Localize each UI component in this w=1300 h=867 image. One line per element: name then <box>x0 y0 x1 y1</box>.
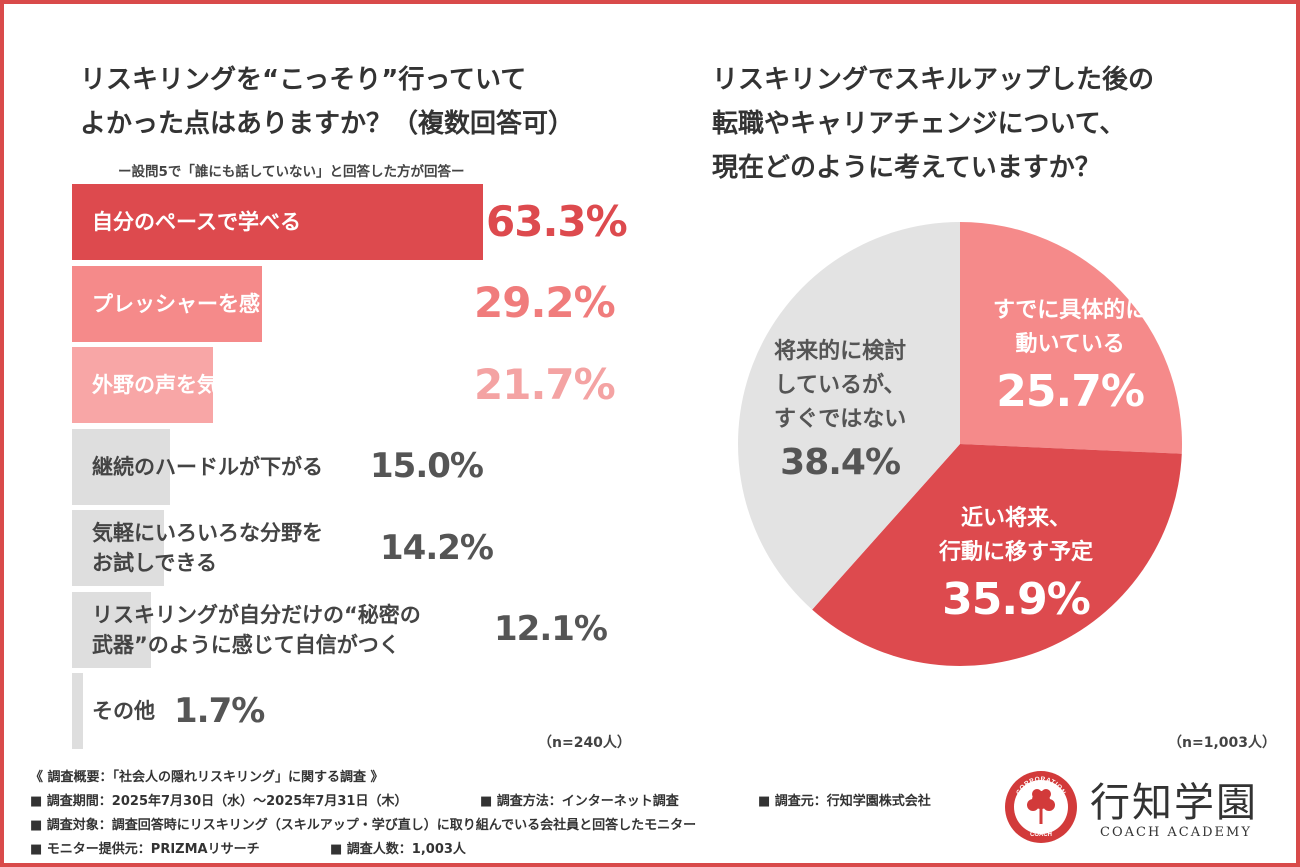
left-question-subtitle: ー設問5で「誰にも話していない」と回答した方が回答ー <box>118 164 465 180</box>
company-logo-emblem: CORPORATION COACH <box>1005 771 1077 843</box>
pie-slice-label-line: 近い将来、 <box>961 506 1072 531</box>
pie-slice-label-line: すでに具体的に <box>993 298 1148 323</box>
bar-row: 継続のハードルが下がる 15.0% <box>72 428 632 505</box>
bar-category-label-line: リスキリングが自分だけの“秘密の <box>92 602 421 627</box>
bar-category-label-line: 武器”のように感じて自信がつく <box>92 632 400 657</box>
left-n-note: （n=240人） <box>538 735 631 751</box>
pie-slice-label-line: 行動に移す予定 <box>939 540 1094 565</box>
pie-chart <box>738 222 1182 666</box>
right-title-line-2: 転職やキャリアチェンジについて、 <box>712 109 1126 139</box>
pie-slice-label-line: しているが、 <box>774 373 906 398</box>
bar-value-label: 15.0% <box>370 446 484 487</box>
pie-slice-value: 35.9% <box>942 574 1091 625</box>
pie-slice-label: すでに具体的に 動いている 25.7% <box>993 294 1147 422</box>
pie-slice-label-line: すぐではない <box>774 407 907 432</box>
bar-category-label-line: その他 <box>92 699 155 723</box>
bar-category-label-line: プレッシャーを感じずに学べる <box>92 291 386 316</box>
bar-category-label: 自分のペースで学べる <box>92 207 301 237</box>
footer-target: ■ 調査対象：調査回答時にリスキリング（スキルアップ・学び直し）に取り組んでいる… <box>30 818 697 833</box>
bar-category-label-line: お試しできる <box>92 551 217 575</box>
bar-value-label: 63.3% <box>486 196 628 246</box>
footer-source: ■ 調査元：行知学園株式会社 <box>758 794 931 809</box>
bar-row: その他 1.7% <box>72 673 632 749</box>
pie-slice-value: 25.7% <box>996 366 1145 417</box>
pie-slice-label-line: 将来的に検討 <box>774 339 907 364</box>
bar <box>72 184 484 260</box>
right-n-note: （n=1,003人） <box>1168 735 1276 751</box>
logo-emblem-text-bottom: COACH <box>1030 832 1052 838</box>
pie-slice <box>812 444 1182 666</box>
pie-slice-label: 近い将来、行動に移す予定 35.9% <box>939 502 1093 630</box>
left-title-line-2: よかった点はありますか？（複数回答可） <box>80 109 575 139</box>
bar <box>72 510 165 586</box>
left-title-line-1: リスキリングを“こっそり”行っていて <box>80 65 527 95</box>
footer-method: ■ 調査方法：インターネット調査 <box>480 794 679 809</box>
bar-row: 自分のペースで学べる 63.3% <box>72 184 632 260</box>
bar-category-label: リスキリングが自分だけの“秘密の 武器”のように感じて自信がつく <box>92 600 421 660</box>
company-logo-name: 行知学園 <box>1090 780 1258 826</box>
bar-value-label: 21.7% <box>474 359 616 409</box>
bar-category-label: 外野の声を気にせず集中できる <box>92 370 386 400</box>
footer-period: ■ 調査期間：2025年7月30日（水）～2025年7月31日（木） <box>30 794 408 809</box>
pie-slice-value: 38.4% <box>780 442 901 483</box>
right-question-title: リスキリングでスキルアップした後の 転職やキャリアチェンジについて、 現在どのよ… <box>712 58 1154 190</box>
bar-value-label: 1.7% <box>174 690 265 731</box>
bar-row: 外野の声を気にせず集中できる 21.7% <box>72 347 632 423</box>
pie-slice <box>960 222 1182 454</box>
bar-value-label: 29.2% <box>474 278 616 328</box>
footer-survey-overview: 《 調査概要：「社会人の隠れリスキリング」に関する調査 》 <box>30 770 384 785</box>
bar-category-label: その他 <box>92 696 155 726</box>
bar-row: プレッシャーを感じずに学べる 29.2% <box>72 265 632 342</box>
bar-value-label: 14.2% <box>380 527 494 568</box>
bar-row: 気軽にいろいろな分野を お試しできる 14.2% <box>72 510 632 586</box>
bar <box>72 347 214 423</box>
pie-slice <box>738 222 960 610</box>
pie-slice-label: 将来的に検討 しているが、 すぐではない 38.4% <box>774 335 906 489</box>
right-title-line-3: 現在どのように考えていますか？ <box>712 153 1101 183</box>
company-logo-sub: COACH ACADEMY <box>1100 825 1252 840</box>
footer-count: ■ 調査人数：1,003人 <box>330 842 466 857</box>
left-question-title: リスキリングを“こっそり”行っていて よかった点はありますか？（複数回答可） <box>80 58 574 146</box>
bar-category-label-line: 気軽にいろいろな分野を <box>92 521 323 545</box>
bar-row: リスキリングが自分だけの“秘密の 武器”のように感じて自信がつく 12.1% <box>72 591 632 668</box>
bar-category-label-line: 継続のハードルが下がる <box>92 454 323 479</box>
bar-value-label: 12.1% <box>494 609 608 650</box>
bar-category-label: プレッシャーを感じずに学べる <box>92 289 386 319</box>
bar-category-label-line: 自分のペースで学べる <box>92 210 301 234</box>
bar <box>72 591 151 668</box>
bar <box>72 673 84 749</box>
pie-slice-label-line: 動いている <box>1015 332 1125 357</box>
bar <box>72 265 262 342</box>
footer-monitor: ■ モニター提供元：PRIZMAリサーチ <box>30 842 260 857</box>
bar-category-label: 気軽にいろいろな分野を お試しできる <box>92 518 323 578</box>
bar-category-label: 継続のハードルが下がる <box>92 452 323 482</box>
bar <box>72 428 170 505</box>
right-title-line-1: リスキリングでスキルアップした後の <box>712 65 1155 95</box>
bar-category-label-line: 外野の声を気にせず集中できる <box>92 373 386 397</box>
